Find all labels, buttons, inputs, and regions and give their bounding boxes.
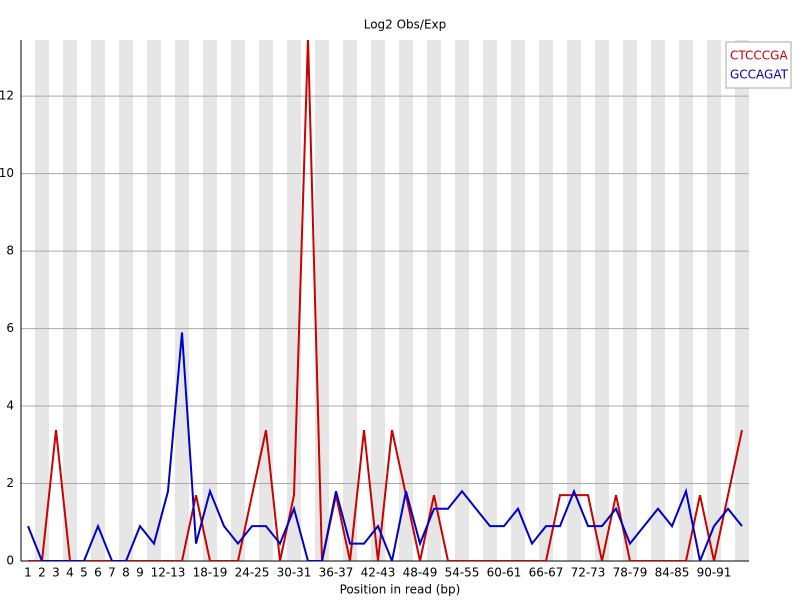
stripe <box>399 40 413 561</box>
x-tick-label: 7 <box>108 566 116 580</box>
stripe <box>175 40 189 561</box>
legend: CTCCCGA GCCAGAT <box>725 41 792 89</box>
stripe <box>315 40 329 561</box>
stripe <box>651 40 665 561</box>
stripe <box>371 40 385 561</box>
x-tick-label: 4 <box>66 566 74 580</box>
stripe <box>35 40 49 561</box>
stripe <box>567 40 581 561</box>
stripe <box>511 40 525 561</box>
stripe <box>735 40 749 561</box>
x-tick-label: 3 <box>52 566 60 580</box>
x-tick-label: 9 <box>136 566 144 580</box>
x-tick-label: 66-67 <box>529 566 564 580</box>
x-tick-label: 12-13 <box>151 566 186 580</box>
x-tick-label: 5 <box>80 566 88 580</box>
chart-title: Log2 Obs/Exp <box>364 18 447 32</box>
x-tick-label: 24-25 <box>235 566 270 580</box>
x-tick-label: 48-49 <box>403 566 438 580</box>
x-tick-label: 54-55 <box>445 566 480 580</box>
stripe <box>63 40 77 561</box>
stripe <box>203 40 217 561</box>
x-tick-label: 60-61 <box>487 566 522 580</box>
x-tick-label: 72-73 <box>571 566 606 580</box>
stripe <box>287 40 301 561</box>
stripe <box>91 40 105 561</box>
x-tick-label: 42-43 <box>361 566 396 580</box>
y-tick-label: 4 <box>6 399 14 413</box>
x-tick-label: 30-31 <box>277 566 312 580</box>
x-tick-label: 6 <box>94 566 102 580</box>
x-tick-label: 18-19 <box>193 566 228 580</box>
y-tick-label: 10 <box>0 166 14 180</box>
stripe <box>343 40 357 561</box>
stripe <box>483 40 497 561</box>
stripe <box>539 40 553 561</box>
y-tick-label: 12 <box>0 89 14 103</box>
stripe <box>259 40 273 561</box>
stripe <box>231 40 245 561</box>
lines <box>27 40 743 561</box>
stripe <box>119 40 133 561</box>
x-tick-label: 78-79 <box>613 566 648 580</box>
x-tick-label: 2 <box>38 566 46 580</box>
y-tick-label: 6 <box>6 321 14 335</box>
stripe <box>707 40 721 561</box>
legend-entry: GCCAGAT <box>730 68 789 82</box>
stripe <box>147 40 161 561</box>
stripe <box>623 40 637 561</box>
x-axis-label: Position in read (bp) <box>340 583 461 597</box>
plot-background <box>35 40 749 561</box>
x-tick-label: 8 <box>122 566 130 580</box>
x-tick-label: 90-91 <box>697 566 732 580</box>
y-tick-label: 8 <box>6 244 14 258</box>
x-tick-label: 1 <box>24 566 32 580</box>
series-line <box>27 332 743 561</box>
y-tick-label: 2 <box>6 476 14 490</box>
legend-entry: CTCCCGA <box>730 49 788 63</box>
stripe <box>427 40 441 561</box>
y-tick-label: 0 <box>6 554 14 568</box>
legend-box <box>725 41 792 89</box>
x-tick-label: 36-37 <box>319 566 354 580</box>
x-tick-label: 84-85 <box>655 566 690 580</box>
stripe <box>455 40 469 561</box>
stripe <box>595 40 609 561</box>
stripe <box>679 40 693 561</box>
